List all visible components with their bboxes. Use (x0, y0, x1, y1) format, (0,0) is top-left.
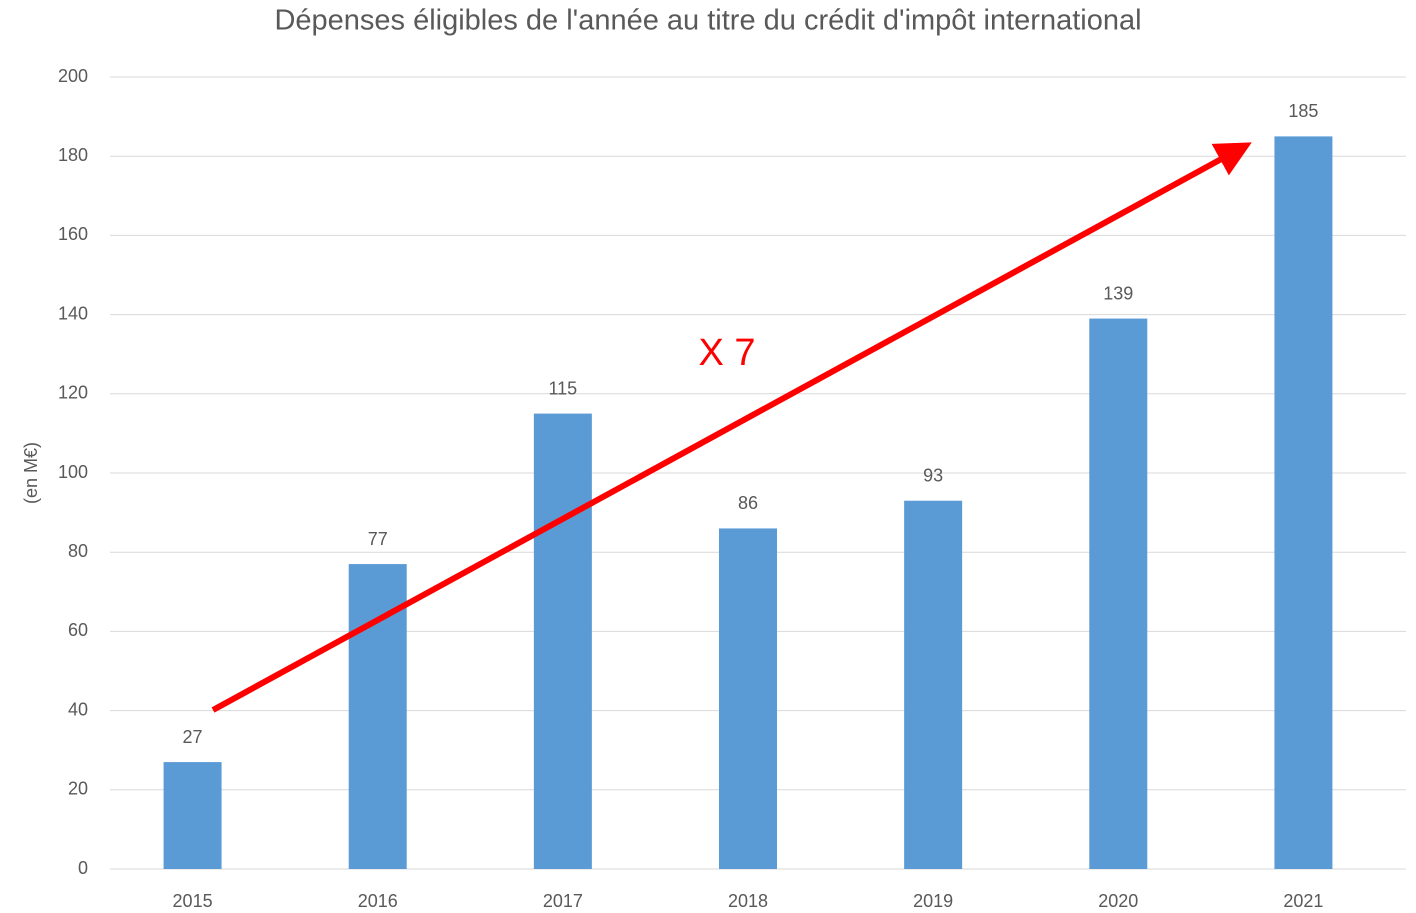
y-tick-label: 180 (58, 145, 88, 165)
x-tick-label: 2015 (173, 891, 213, 911)
data-label: 185 (1288, 101, 1318, 121)
annotation: X 7 (698, 332, 755, 374)
y-tick-label: 100 (58, 462, 88, 482)
y-tick-label: 60 (68, 620, 88, 640)
y-tick-label: 160 (58, 224, 88, 244)
x-tick-label: 2017 (543, 891, 583, 911)
x-tick-label: 2019 (913, 891, 953, 911)
bar (1089, 318, 1148, 869)
y-tick-label: 140 (58, 303, 88, 323)
data-label: 115 (549, 378, 578, 398)
y-tick-label: 80 (68, 541, 88, 561)
trend-arrow (211, 142, 1252, 713)
y-tick-label: 20 (68, 779, 88, 799)
bar (719, 528, 777, 869)
y-tick-label: 120 (58, 383, 88, 403)
data-label: 27 (183, 727, 203, 747)
x-tick-label: 2018 (728, 891, 768, 911)
x-tick-label: 2020 (1098, 891, 1138, 911)
bar (904, 500, 963, 869)
bar (1274, 136, 1333, 869)
y-tick-label: 40 (68, 699, 88, 719)
bar (163, 762, 222, 869)
y-tick-label: 0 (78, 858, 88, 878)
data-label: 86 (738, 493, 758, 513)
data-label: 139 (1103, 283, 1133, 303)
y-tick-label: 200 (58, 66, 88, 86)
data-label: 77 (368, 529, 388, 549)
bar (533, 413, 592, 869)
x-tick-label: 2016 (358, 891, 398, 911)
x-tick-label: 2021 (1283, 891, 1323, 911)
bar (348, 564, 407, 869)
chart-title: Dépenses éligibles de l'année au titre d… (274, 5, 1141, 37)
y-axis-label: (en M€) (21, 442, 41, 504)
data-label: 93 (923, 465, 943, 485)
